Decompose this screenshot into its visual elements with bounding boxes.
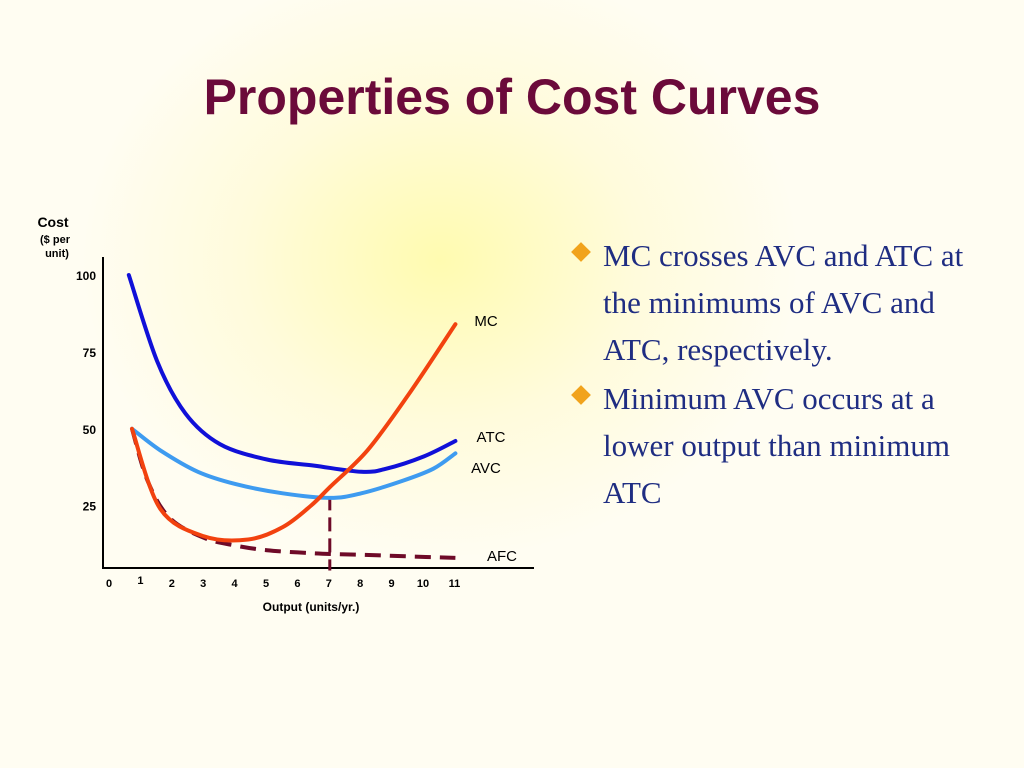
x-tick-label: 9 xyxy=(389,578,395,590)
atc-curve xyxy=(126,273,458,474)
curves xyxy=(126,273,458,560)
bullet-list: MC crosses AVC and ATC at the minimums o… xyxy=(566,232,986,518)
atc-series-label: ATC xyxy=(477,429,506,446)
x-tick-label: 4 xyxy=(232,578,239,590)
mc-curve xyxy=(130,322,458,543)
series-labels: MC ATC AVC AFC xyxy=(471,313,517,565)
y-tick-label: 75 xyxy=(83,346,97,360)
diamond-bullet-icon xyxy=(571,385,591,405)
x-tick-label: 6 xyxy=(294,578,300,590)
y-axis-label-line-3: unit) xyxy=(45,248,69,260)
y-tick-labels: 25 50 75 100 xyxy=(76,269,96,514)
x-tick-label: 1 xyxy=(137,575,143,587)
avc-curve xyxy=(130,426,458,500)
bullet-item: MC crosses AVC and ATC at the minimums o… xyxy=(566,232,986,373)
y-tick-label: 50 xyxy=(83,423,97,437)
bullet-text: MC crosses AVC and ATC at the minimums o… xyxy=(603,238,964,367)
x-tick-label: 3 xyxy=(200,578,206,590)
x-tick-label: 7 xyxy=(326,578,332,590)
afc-series-label: AFC xyxy=(487,548,517,565)
x-tick-label: 2 xyxy=(169,578,175,590)
x-tick-label: 11 xyxy=(449,578,461,590)
y-axis-label-line-1: Cost xyxy=(37,214,68,230)
x-tick-label: 8 xyxy=(357,578,363,590)
y-tick-label: 25 xyxy=(83,500,97,514)
diamond-bullet-icon xyxy=(571,242,591,262)
y-axis-label-line-2: ($ per xyxy=(40,234,71,246)
x-tick-label: 5 xyxy=(263,578,269,590)
bullet-item: Minimum AVC occurs at a lower output tha… xyxy=(566,375,986,516)
slide-title: Properties of Cost Curves xyxy=(203,69,821,125)
x-axis-label: Output (units/yr.) xyxy=(263,600,360,614)
y-tick-label: 100 xyxy=(76,269,96,283)
mc-series-label: MC xyxy=(474,313,497,330)
avc-series-label: AVC xyxy=(471,460,501,477)
x-tick-labels: 0 1 2 3 4 5 6 7 8 9 10 11 xyxy=(106,575,460,590)
x-tick-label: 0 xyxy=(106,578,112,590)
bullet-text: Minimum AVC occurs at a lower output tha… xyxy=(603,381,950,510)
x-tick-label: 10 xyxy=(417,578,429,590)
cost-curves-chart: Cost ($ per unit) 25 50 75 100 0 1 2 3 4 5 6 7 8 9 10… xyxy=(37,214,534,614)
